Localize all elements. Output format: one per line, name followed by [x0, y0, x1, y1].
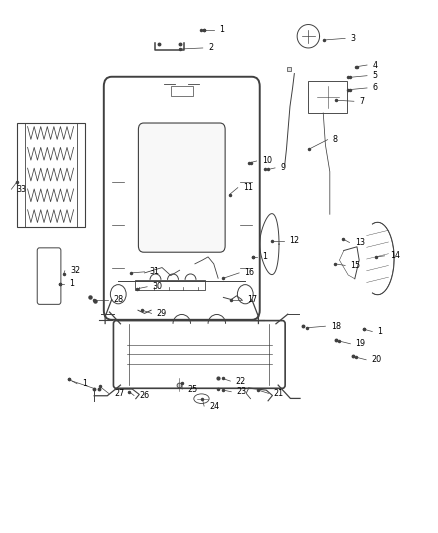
Text: 4: 4 — [372, 61, 377, 69]
Text: 20: 20 — [371, 356, 381, 364]
Text: 1: 1 — [262, 253, 267, 261]
Text: 33: 33 — [17, 185, 27, 193]
Bar — [171, 86, 193, 96]
Text: 1: 1 — [378, 327, 382, 336]
Text: 7: 7 — [359, 97, 364, 106]
Text: 19: 19 — [356, 340, 366, 348]
Text: 1: 1 — [69, 279, 74, 288]
Text: 22: 22 — [236, 377, 246, 385]
Text: 5: 5 — [372, 71, 378, 80]
Text: 6: 6 — [372, 84, 377, 92]
Bar — [135, 280, 205, 290]
Text: 12: 12 — [289, 237, 299, 245]
Text: 3: 3 — [350, 34, 355, 43]
Text: 31: 31 — [150, 268, 160, 276]
Text: 15: 15 — [350, 261, 360, 270]
Text: 11: 11 — [243, 183, 253, 192]
Text: 17: 17 — [247, 295, 258, 304]
Text: 32: 32 — [70, 266, 80, 275]
Text: 21: 21 — [274, 389, 284, 398]
Text: 25: 25 — [187, 385, 198, 393]
FancyBboxPatch shape — [138, 123, 225, 252]
Text: 1: 1 — [82, 379, 87, 388]
Text: 28: 28 — [113, 295, 123, 304]
Bar — [17, 123, 85, 227]
Text: 13: 13 — [355, 238, 365, 247]
Text: 9: 9 — [280, 164, 286, 172]
Text: 26: 26 — [139, 391, 149, 400]
Text: 18: 18 — [331, 322, 341, 330]
Text: 30: 30 — [152, 282, 162, 291]
Text: 27: 27 — [114, 389, 124, 398]
Text: 8: 8 — [333, 135, 338, 144]
Text: 10: 10 — [262, 157, 272, 165]
Text: 24: 24 — [209, 402, 219, 410]
Text: 14: 14 — [390, 252, 400, 260]
Text: 23: 23 — [237, 387, 247, 396]
Text: 2: 2 — [208, 44, 213, 52]
Bar — [308, 81, 347, 113]
Text: 1: 1 — [219, 26, 224, 34]
Text: 16: 16 — [244, 269, 254, 277]
Text: 29: 29 — [157, 309, 167, 318]
